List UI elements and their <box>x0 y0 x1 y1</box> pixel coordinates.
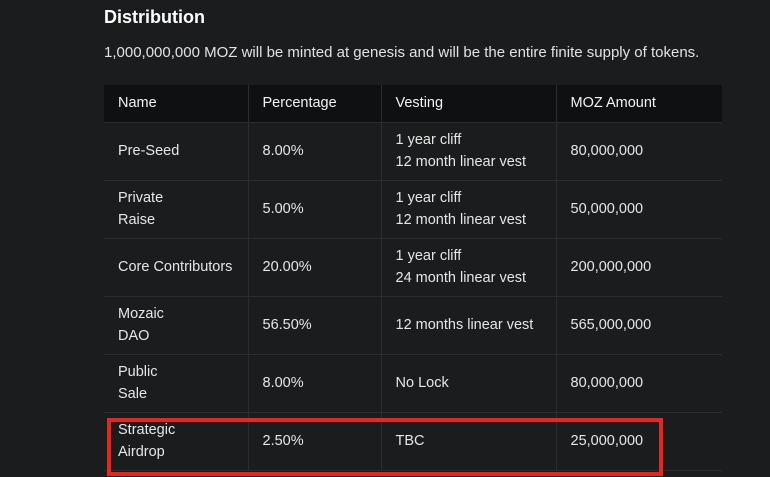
cell-vesting: No Lock <box>380 354 556 413</box>
intro-paragraph: 1,000,000,000 MOZ will be minted at gene… <box>104 44 700 61</box>
cell-percentage: 8.00% <box>247 354 381 413</box>
table-row: Mozaic DAO 56.50% 12 months linear vest 5… <box>104 296 722 355</box>
cell-vesting-line: 12 months linear vest <box>395 316 534 333</box>
table-row: Strategic Airdrop 2.50% TBC 25,000,000 <box>104 412 722 471</box>
cell-amount: 565,000,000 <box>555 296 722 355</box>
table-row: Public Sale 8.00% No Lock 80,000,000 <box>104 354 722 413</box>
cell-vesting-line: 24 month linear vest <box>395 269 527 286</box>
cell-name-line: DAO <box>118 327 150 344</box>
cell-name: Core Contributors <box>104 238 248 297</box>
cell-name: Public Sale <box>104 354 248 413</box>
cell-name-line: Raise <box>118 211 156 228</box>
cell-amount: 80,000,000 <box>555 354 722 413</box>
cell-name-line: Private <box>118 190 164 206</box>
cell-name-line: Pre-Seed <box>118 142 180 159</box>
cell-vesting-line: 1 year cliff <box>395 132 462 148</box>
cell-vesting: 1 year cliff 12 month linear vest <box>380 122 556 181</box>
cell-percentage: 8.00% <box>247 122 381 181</box>
cell-name-line: Strategic <box>118 422 176 438</box>
cell-percentage: 56.50% <box>247 296 381 355</box>
cell-percentage: 20.00% <box>247 238 381 297</box>
cell-vesting: 1 year cliff 12 month linear vest <box>380 180 556 239</box>
cell-amount: 80,000,000 <box>555 122 722 181</box>
cell-vesting-line: No Lock <box>395 374 449 391</box>
cell-name-line: Mozaic <box>118 306 164 322</box>
header-moz-amount: MOZ Amount <box>555 85 722 123</box>
cell-vesting: 1 year cliff 24 month linear vest <box>380 238 556 297</box>
cell-name-line: Airdrop <box>118 443 165 460</box>
distribution-table: Name Percentage Vesting MOZ Amount Pre-S… <box>104 85 722 471</box>
cell-name: Mozaic DAO <box>104 296 248 355</box>
cell-amount: 200,000,000 <box>555 238 722 297</box>
cell-name-line: Sale <box>118 385 148 402</box>
cell-vesting-line: 1 year cliff <box>395 248 462 264</box>
section-heading: Distribution <box>104 7 205 27</box>
cell-name-line: Public <box>118 364 158 380</box>
cell-percentage: 2.50% <box>247 412 381 471</box>
cell-name: Pre-Seed <box>104 122 248 181</box>
cell-amount: 25,000,000 <box>555 412 722 471</box>
table-row: Core Contributors 20.00% 1 year cliff 24 … <box>104 238 722 297</box>
cell-vesting-line: 12 month linear vest <box>395 211 527 228</box>
header-percentage: Percentage <box>247 85 381 123</box>
header-vesting: Vesting <box>380 85 556 123</box>
table-row: Private Raise 5.00% 1 year cliff 12 month … <box>104 180 722 239</box>
cell-percentage: 5.00% <box>247 180 381 239</box>
cell-vesting-line: 1 year cliff <box>395 190 462 206</box>
cell-vesting-line: 12 month linear vest <box>395 153 527 170</box>
cell-name-line: Core Contributors <box>118 258 233 275</box>
cell-name: Private Raise <box>104 180 248 239</box>
table-row: Pre-Seed 8.00% 1 year cliff 12 month line… <box>104 122 722 181</box>
header-name: Name <box>104 85 248 123</box>
cell-name: Strategic Airdrop <box>104 412 248 471</box>
table-header-row: Name Percentage Vesting MOZ Amount <box>104 85 722 123</box>
cell-amount: 50,000,000 <box>555 180 722 239</box>
cell-vesting-line: TBC <box>395 432 425 449</box>
cell-vesting: TBC <box>380 412 556 471</box>
cell-vesting: 12 months linear vest <box>380 296 556 355</box>
